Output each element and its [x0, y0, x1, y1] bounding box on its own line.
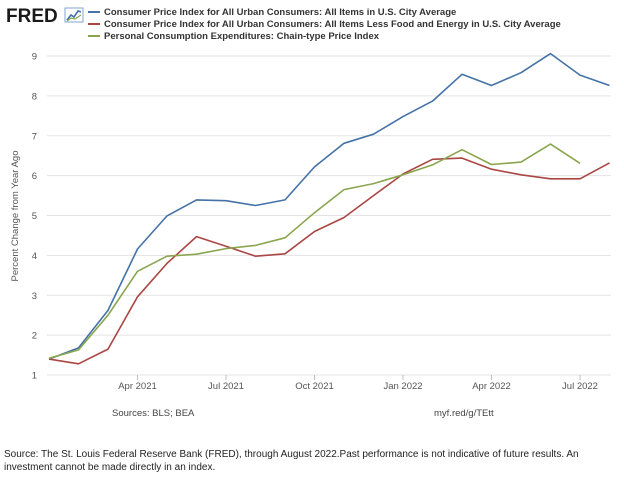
fred-logo[interactable]: FRED: [6, 6, 84, 27]
disclaimer-text: Source: The St. Louis Federal Reserve Ba…: [4, 449, 579, 473]
fred-logo-graph-icon: [64, 7, 84, 23]
x-tick-label: Jul 2021: [208, 381, 244, 392]
series-line-2[interactable]: [48, 157, 610, 365]
fred-chart: FRED Consumer Price Index for All Urban …: [6, 6, 611, 419]
x-axis-ticks: Apr 2021 Jul 2021 Oct 2021 Jan 2022 Apr 2022…: [118, 375, 598, 392]
fred-logo-text: FRED: [6, 6, 58, 27]
x-tick-label: Apr 2021: [118, 381, 157, 392]
short-url-link[interactable]: myf.red/g/TEtt: [434, 408, 494, 419]
series-lines: [48, 52, 610, 365]
y-tick-label: 8: [32, 91, 37, 102]
x-tick-label: Jan 2022: [383, 381, 422, 392]
y-tick-label: 4: [32, 251, 37, 262]
x-tick-label: Apr 2022: [472, 381, 511, 392]
legend-item-label[interactable]: Consumer Price Index for All Urban Consu…: [104, 7, 456, 18]
y-tick-label: 2: [32, 331, 37, 342]
x-tick-label: Oct 2021: [295, 381, 334, 392]
series-line-3[interactable]: [48, 143, 581, 360]
y-tick-label: 6: [32, 171, 37, 182]
y-tick-label: 1: [32, 371, 37, 382]
grid-lines: [47, 55, 611, 376]
y-axis-title: Percent Change from Year Ago: [10, 151, 21, 282]
y-axis-ticks: 1 2 3 4 5 6 7 8 9: [32, 52, 37, 382]
legend-item-label[interactable]: Consumer Price Index for All Urban Consu…: [104, 19, 561, 30]
y-tick-label: 3: [32, 291, 37, 302]
x-tick-label: Jul 2022: [562, 381, 598, 392]
legend-item-label[interactable]: Personal Consumption Expenditures: Chain…: [104, 31, 380, 42]
series-line-1[interactable]: [48, 52, 610, 360]
y-tick-label: 9: [32, 52, 37, 63]
sources-text: Sources: BLS; BEA: [112, 408, 195, 419]
y-tick-label: 5: [32, 211, 37, 222]
chart-legend: Consumer Price Index for All Urban Consu…: [88, 7, 561, 42]
y-tick-label: 7: [32, 131, 37, 142]
